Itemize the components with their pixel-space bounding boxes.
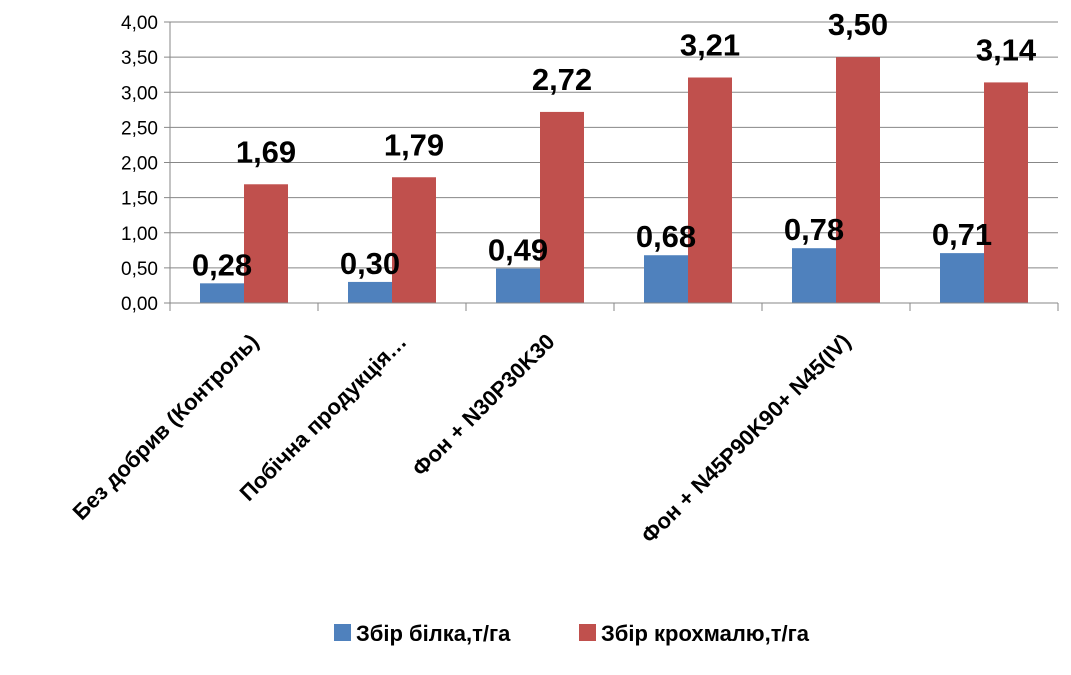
bar-protein (496, 268, 540, 303)
data-label: 3,21 (680, 27, 740, 62)
bar-starch (540, 111, 584, 303)
bar-starch (836, 57, 880, 303)
data-labels: 0,28 1,69 0,30 1,79 0,49 2,72 0,68 3,21 0,78 3,50… (192, 7, 1037, 282)
x-category-label: Фон + N30P30K30 (407, 329, 559, 481)
y-tick-label: 0,00 (121, 294, 158, 315)
legend-swatch-protein (334, 624, 351, 641)
data-label: 0,30 (340, 246, 400, 281)
y-tick-label: 1,00 (121, 224, 158, 245)
data-label: 0,78 (784, 212, 844, 247)
data-label: 0,68 (636, 219, 696, 254)
data-label: 3,50 (828, 7, 888, 42)
x-category-labels: Без добрив (Контроль)Побічна продукція…Ф… (68, 329, 856, 548)
bar-protein (644, 255, 688, 303)
y-tick-label: 3,00 (121, 83, 158, 104)
bar-starch (984, 82, 1028, 303)
bars (200, 57, 1028, 303)
bar-starch (688, 77, 732, 303)
y-tick-label: 3,50 (121, 48, 158, 69)
x-category-label: Побічна продукція… (235, 329, 412, 506)
legend-label-protein: Збір білка,т/га (356, 621, 511, 646)
data-label: 1,69 (236, 134, 296, 169)
bar-protein (348, 281, 392, 303)
bar-protein (792, 248, 836, 303)
legend-swatch-starch (579, 624, 596, 641)
legend-label-starch: Збір крохмалю,т/га (601, 621, 810, 646)
y-tick-label: 1,50 (121, 189, 158, 210)
data-label: 0,28 (192, 247, 252, 282)
grid-lines (170, 21, 1058, 269)
x-category-label: Без добрив (Контроль) (68, 329, 264, 525)
data-label: 3,14 (976, 32, 1037, 67)
legend[interactable]: Збір білка,т/га Збір крохмалю,т/га (334, 621, 810, 646)
axes (164, 21, 1059, 311)
x-category-label: Фон + N45P90K90+ N45(IV) (636, 329, 855, 548)
y-tick-label: 4,00 (121, 13, 158, 34)
bar-starch (244, 184, 288, 303)
y-tick-labels: 0,00 0,50 1,00 1,50 2,00 2,50 3,00 3,50 4,00 (121, 13, 158, 315)
y-tick-label: 2,00 (121, 154, 158, 175)
bar-protein (940, 253, 984, 303)
data-label: 0,71 (932, 217, 992, 252)
data-label: 0,49 (488, 233, 548, 268)
bar-protein (200, 283, 244, 303)
y-tick-label: 0,50 (121, 259, 158, 280)
y-tick-label: 2,50 (121, 118, 158, 139)
bar-starch (392, 177, 436, 303)
data-label: 2,72 (532, 62, 592, 97)
data-label: 1,79 (384, 127, 444, 162)
